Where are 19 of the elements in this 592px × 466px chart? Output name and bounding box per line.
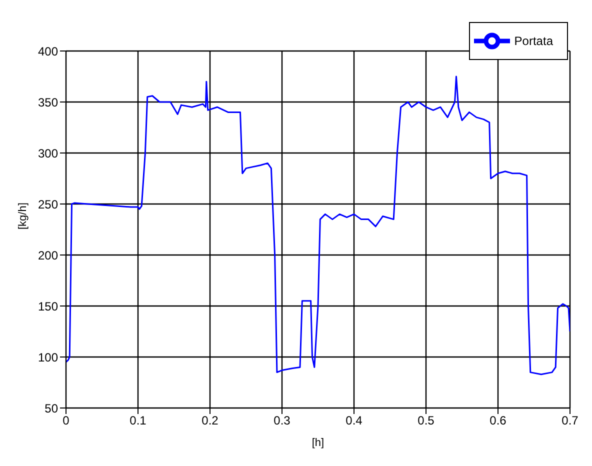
x-tick-label: 0.6 — [490, 414, 507, 428]
y-tick-label: 200 — [38, 248, 58, 262]
legend-label: Portata — [514, 34, 553, 48]
x-tick-label: 0.5 — [418, 414, 435, 428]
x-axis-title: [h] — [312, 437, 324, 449]
x-tick-label: 0.4 — [346, 414, 363, 428]
y-axis-title: [kg/h] — [16, 202, 29, 230]
y-tick-label: 100 — [38, 350, 58, 364]
x-tick-label: 0.7 — [562, 414, 579, 428]
y-tick-label: 250 — [38, 197, 58, 212]
x-tick-label: 0 — [62, 414, 70, 428]
y-tick-label: 400 — [38, 44, 58, 58]
y-tick-label: 300 — [38, 146, 58, 160]
x-tick-label: 0.2 — [202, 414, 219, 428]
x-tick-label: 0.1 — [130, 414, 147, 428]
y-tick-label: 350 — [38, 95, 58, 110]
x-tick-label: 0.3 — [274, 414, 291, 428]
y-tick-label: 50 — [44, 401, 58, 416]
y-tick-label: 150 — [38, 299, 58, 314]
